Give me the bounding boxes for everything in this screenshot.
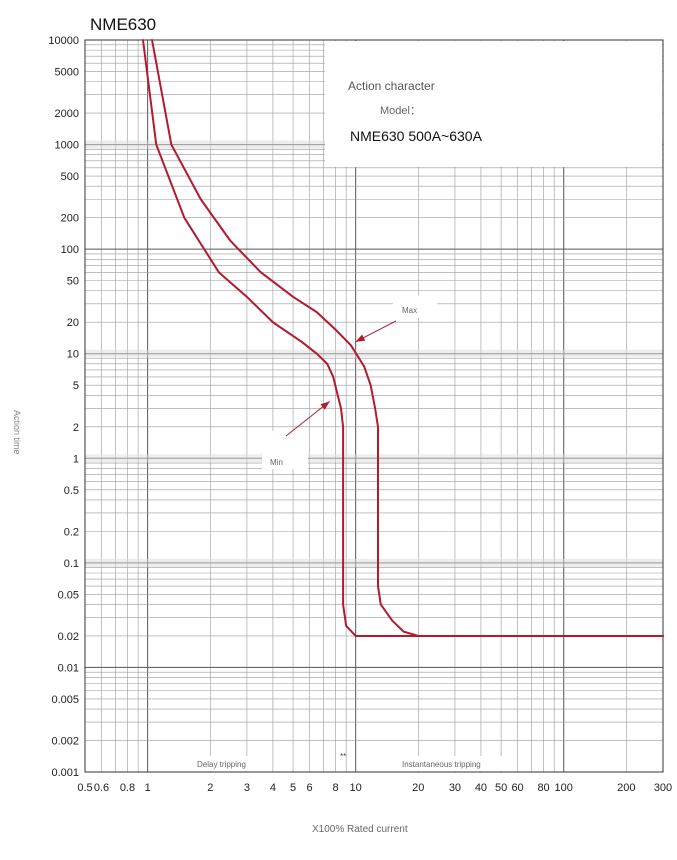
legend-line-1: Action character xyxy=(348,79,435,93)
x-tick-label: 80 xyxy=(537,782,549,794)
y-tick-label: 100 xyxy=(61,244,79,256)
y-axis-label: Action time xyxy=(12,410,22,455)
legend-box xyxy=(325,41,662,167)
plot-frame xyxy=(84,39,664,773)
y-tick-label: 5000 xyxy=(55,66,79,78)
x-tick-label: 5 xyxy=(290,782,296,794)
y-tick-label: 200 xyxy=(61,213,79,225)
legend-line-3: NME630 500A~630A xyxy=(350,128,483,144)
y-tick-label: 0.1 xyxy=(64,558,79,570)
x-tick-label: 10 xyxy=(350,782,362,794)
y-tick-label: 5 xyxy=(73,380,79,392)
tick-labels: 100005000200010005002001005020105210.50.… xyxy=(48,35,672,794)
y-tick-label: 0.02 xyxy=(58,631,79,643)
min-label-box xyxy=(262,431,308,469)
max-label-box xyxy=(393,296,437,318)
series-line-min xyxy=(142,39,664,637)
legend-line-2: Model： xyxy=(380,105,421,117)
y-tick-label: 50 xyxy=(67,276,79,288)
x-tick-label: 4 xyxy=(270,782,276,794)
x-tick-label: 3 xyxy=(244,782,250,794)
x-tick-label: 200 xyxy=(617,782,635,794)
delay-region-box xyxy=(193,756,261,771)
y-tick-label: 0.01 xyxy=(58,662,79,674)
grid-band xyxy=(85,454,663,463)
grid-band xyxy=(85,558,663,567)
delay-region-label: Delay tripping xyxy=(197,760,246,769)
instant-region-box xyxy=(398,756,504,771)
x-axis-label: X100% Rated current xyxy=(312,824,408,835)
series-line-max xyxy=(151,39,664,637)
x-tick-label: 0.8 xyxy=(120,782,135,794)
x-tick-label: 300 xyxy=(654,782,672,794)
x-tick-label: 40 xyxy=(475,782,487,794)
y-tick-label: 0.2 xyxy=(64,526,79,538)
y-tick-label: 10 xyxy=(67,349,79,361)
y-tick-label: 20 xyxy=(67,317,79,329)
x-tick-label: 30 xyxy=(449,782,461,794)
y-tick-label: 0.05 xyxy=(58,589,79,601)
max-arrowhead xyxy=(355,334,366,342)
grid-band xyxy=(85,349,663,358)
x-tick-label: 2 xyxy=(207,782,213,794)
y-tick-label: 1000 xyxy=(55,140,79,152)
min-arrowhead xyxy=(320,401,330,410)
min-arrow xyxy=(285,400,330,437)
y-tick-label: 0.5 xyxy=(64,485,79,497)
curves xyxy=(142,39,664,637)
y-tick-label: 1 xyxy=(73,453,79,465)
y-tick-label: 2000 xyxy=(55,108,79,120)
y-tick-label: 2 xyxy=(73,422,79,434)
y-tick-label: 10000 xyxy=(48,35,79,47)
x-tick-label: 0.5 xyxy=(77,782,92,794)
region-divider: ** xyxy=(340,752,346,761)
y-tick-label: 0.001 xyxy=(51,767,79,779)
x-tick-label: 50 xyxy=(495,782,507,794)
x-tick-label: 0.6 xyxy=(94,782,109,794)
y-tick-label: 0.005 xyxy=(51,694,79,706)
y-tick-label: 500 xyxy=(61,171,79,183)
x-tick-label: 60 xyxy=(511,782,523,794)
x-tick-label: 1 xyxy=(145,782,151,794)
x-tick-label: 20 xyxy=(412,782,424,794)
x-tick-label: 6 xyxy=(306,782,312,794)
max-label: Max xyxy=(402,306,417,315)
min-label: Min xyxy=(270,458,283,467)
y-tick-label: 0.002 xyxy=(51,736,79,748)
x-tick-label: 8 xyxy=(332,782,338,794)
x-tick-label: 100 xyxy=(555,782,573,794)
chart-title: NME630 xyxy=(90,15,156,34)
instant-region-label: Instantaneous tripping xyxy=(402,760,481,769)
